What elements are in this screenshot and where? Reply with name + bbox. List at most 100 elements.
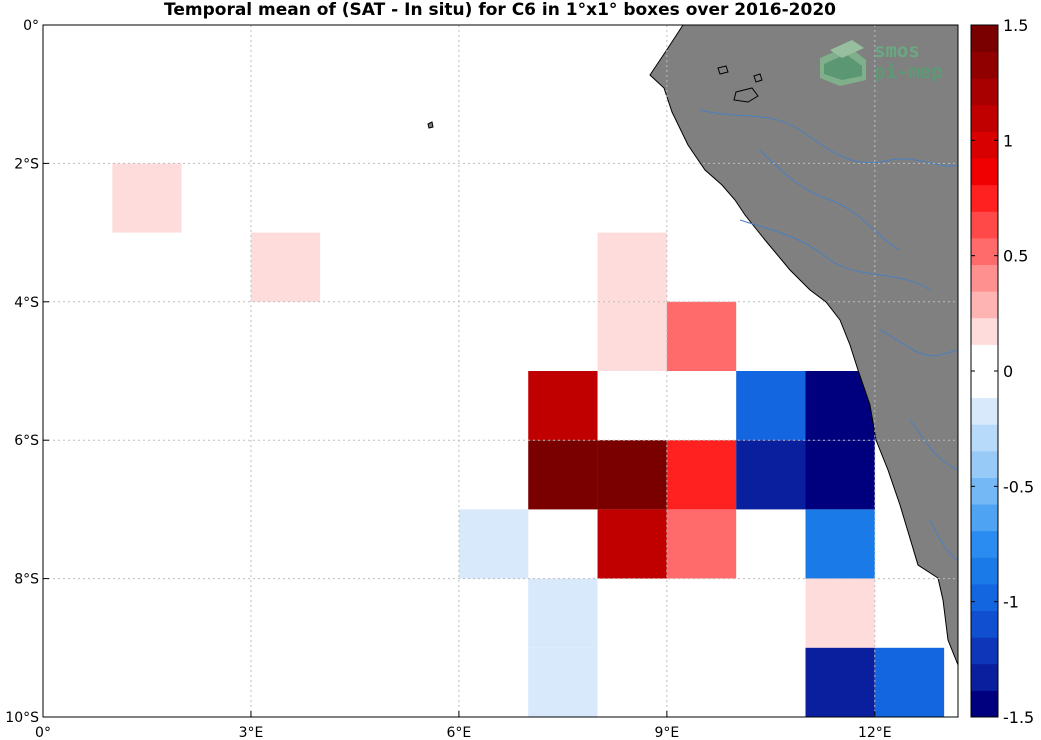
- colorbar-swatch: [971, 504, 998, 532]
- colorbar-swatch: [971, 131, 998, 159]
- box-cell: [805, 509, 875, 579]
- box-cell: [874, 647, 945, 717]
- box-cell: [458, 301, 529, 371]
- box-cell: [250, 232, 321, 302]
- box-cell: [736, 371, 806, 441]
- colorbar-swatch: [971, 291, 998, 319]
- coastline-landmass: [649, 25, 958, 666]
- colorbar-swatch: [971, 397, 998, 425]
- y-tick-label: 4°S: [14, 295, 39, 311]
- island-2: [717, 65, 729, 75]
- colorbar-swatch: [971, 663, 998, 691]
- x-tick-label: 3°E: [239, 725, 264, 740]
- x-tick-label: 9°E: [654, 725, 679, 740]
- colorbar-swatch: [971, 317, 998, 345]
- box-cell: [805, 440, 875, 510]
- longitude-ticks: 0° 3°E 6°E 9°E 12°E: [35, 711, 892, 740]
- colorbar-swatch: [971, 637, 998, 665]
- box-cell: [666, 440, 737, 510]
- colorbar-ticks: 1.5 1 0.5 0 -0.5 -1 -1.5: [971, 16, 1034, 727]
- box-cell: [389, 163, 459, 233]
- colorbar-swatch: [971, 25, 998, 53]
- y-tick-label: 2°S: [14, 156, 39, 172]
- colorbar-swatch: [971, 371, 998, 399]
- colorbar-swatch: [971, 158, 998, 186]
- box-cell: [666, 301, 737, 371]
- box-cell: [528, 647, 598, 717]
- box-cell: [528, 371, 598, 441]
- box-cell: [736, 440, 806, 510]
- x-tick-label: 0°: [35, 725, 51, 740]
- box-cell: [528, 301, 598, 371]
- box-cell: [528, 578, 598, 648]
- logo: smos pi-mep: [820, 40, 943, 86]
- colorbar-swatch: [971, 583, 998, 612]
- colorbar-swatch: [971, 344, 998, 372]
- box-cell: [389, 94, 459, 164]
- box-cell: [666, 509, 737, 579]
- box-cell: [597, 163, 667, 233]
- colorbar-swatch: [971, 104, 998, 132]
- land-layer: [427, 25, 958, 666]
- colorbar-swatch: [971, 237, 998, 266]
- plot-frame: [42, 24, 959, 718]
- colorbar-swatch: [971, 264, 998, 292]
- box-cell: [528, 440, 598, 510]
- box-cell: [736, 578, 806, 648]
- rivers: [699, 109, 958, 561]
- chart-title: Temporal mean of (SAT - In situ) for C6 …: [164, 0, 836, 20]
- colorbar-tick-label: -1.5: [1003, 708, 1034, 727]
- y-tick-label: 8°S: [14, 572, 39, 588]
- box-cell: [597, 232, 667, 302]
- island-4: [427, 121, 434, 129]
- box-cell: [597, 509, 667, 579]
- box-cell: [320, 232, 390, 302]
- colorbar-swatch: [971, 477, 998, 505]
- colorbar-swatch: [971, 78, 998, 106]
- colorbar-tick-label: 0.5: [1003, 247, 1028, 266]
- x-tick-label: 6°E: [447, 725, 472, 740]
- colorbar: [971, 25, 998, 718]
- box-cell: [458, 440, 529, 510]
- colorbar-tick-label: 1.5: [1003, 16, 1028, 35]
- box-cell: [805, 578, 875, 648]
- colorbar-swatch: [971, 51, 998, 79]
- box-cell: [528, 163, 598, 233]
- latitude-ticks: 0° 2°S 4°S 6°S 8°S 10°S: [5, 18, 49, 726]
- y-tick-label: 10°S: [5, 710, 39, 726]
- box-cell: [458, 509, 529, 579]
- colorbar-tick-label: -1: [1003, 593, 1019, 612]
- box-cell: [666, 371, 737, 441]
- graticule: [43, 25, 958, 717]
- colorbar-tick-label: -0.5: [1003, 477, 1034, 496]
- box-cell: [666, 578, 737, 648]
- colorbar-swatch: [971, 184, 998, 212]
- y-tick-label: 0°: [23, 18, 39, 34]
- smos-pimep-logo-icon: [820, 40, 866, 86]
- colorbar-swatch: [971, 690, 998, 718]
- colorbar-swatch: [971, 424, 998, 452]
- colorbar-swatch: [971, 450, 998, 478]
- island-1: [733, 87, 759, 103]
- colorbar-swatch: [971, 211, 998, 239]
- colorbar-swatch: [971, 557, 998, 585]
- box-cell: [597, 301, 667, 371]
- colorbar-swatch: [971, 610, 998, 638]
- x-tick-label: 12°E: [858, 725, 892, 740]
- box-cell: [112, 163, 182, 233]
- box-cell: [181, 94, 251, 164]
- box-cell: [597, 440, 667, 510]
- box-cell: [805, 647, 875, 717]
- logo-text-pimep: pi-mep: [874, 61, 943, 83]
- box-cell: [43, 163, 113, 233]
- box-cells: [43, 94, 945, 717]
- colorbar-tick-label: 1: [1003, 131, 1013, 150]
- colorbar-tick-label: 0: [1003, 362, 1013, 381]
- colorbar-swatch: [971, 530, 998, 558]
- box-cell: [389, 301, 459, 371]
- box-cell: [874, 578, 945, 648]
- island-3: [753, 73, 763, 83]
- logo-text-smos: smos: [874, 40, 920, 62]
- y-tick-label: 6°S: [14, 433, 39, 449]
